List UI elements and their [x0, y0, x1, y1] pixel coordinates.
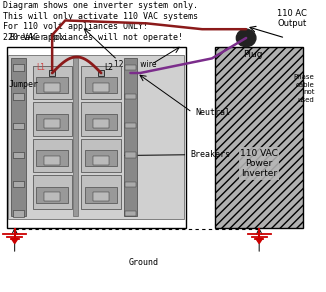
Bar: [11, 58, 26, 216]
Bar: [33, 175, 72, 209]
Bar: [85, 77, 117, 93]
Bar: [13, 210, 24, 217]
Bar: [33, 102, 72, 136]
Bar: [13, 123, 24, 129]
Bar: [125, 182, 136, 187]
Bar: [44, 119, 60, 128]
Polygon shape: [256, 238, 262, 244]
Bar: [13, 64, 24, 71]
Bar: [215, 47, 303, 228]
Text: 12 ga. wire: 12 ga. wire: [114, 60, 156, 69]
Bar: [85, 187, 117, 203]
Bar: [82, 102, 121, 136]
Bar: [85, 114, 117, 130]
Bar: [85, 150, 117, 166]
Bar: [93, 119, 109, 128]
Bar: [93, 83, 109, 92]
Text: L2: L2: [104, 63, 113, 72]
Text: Breaker Box: Breaker Box: [10, 33, 65, 42]
Bar: [98, 70, 104, 76]
Text: Phase
cable
not
used: Phase cable not used: [294, 74, 315, 103]
Bar: [13, 181, 24, 187]
Polygon shape: [11, 238, 18, 244]
Bar: [36, 114, 68, 130]
Bar: [93, 156, 109, 165]
Bar: [82, 175, 121, 209]
Bar: [36, 77, 68, 93]
Bar: [125, 123, 136, 128]
Bar: [36, 150, 68, 166]
Bar: [124, 58, 137, 216]
Bar: [8, 55, 184, 219]
Bar: [36, 187, 68, 203]
Bar: [82, 66, 121, 99]
Bar: [44, 83, 60, 92]
Text: 110 AC
Output: 110 AC Output: [277, 9, 307, 28]
Text: Diagram shows one inverter system only.
This will only activate 110 VAC systems
: Diagram shows one inverter system only. …: [3, 1, 198, 42]
Bar: [44, 192, 60, 201]
Bar: [44, 156, 60, 165]
Text: Jumper: Jumper: [8, 80, 38, 89]
Bar: [125, 65, 136, 70]
Text: L1: L1: [37, 63, 46, 72]
Text: Neutral: Neutral: [196, 108, 230, 117]
Text: Ground: Ground: [128, 258, 158, 267]
Bar: [49, 70, 55, 76]
Circle shape: [236, 29, 256, 47]
Bar: [125, 94, 136, 99]
Bar: [13, 152, 24, 158]
Bar: [7, 47, 186, 228]
Bar: [33, 139, 72, 172]
Bar: [125, 152, 136, 158]
Bar: [73, 58, 78, 216]
Bar: [82, 139, 121, 172]
Bar: [33, 66, 72, 99]
Text: Breakers: Breakers: [191, 150, 231, 159]
Bar: [93, 192, 109, 201]
Text: Plug: Plug: [243, 50, 262, 58]
Bar: [13, 93, 24, 100]
Text: 110 VAC
Power
Inverter: 110 VAC Power Inverter: [240, 149, 278, 178]
Bar: [125, 211, 136, 216]
